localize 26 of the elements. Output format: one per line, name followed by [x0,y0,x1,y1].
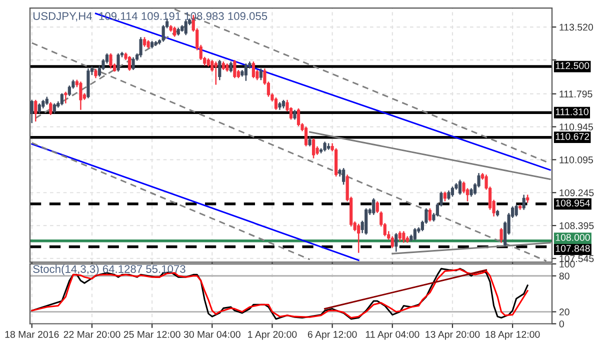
y-tick-label: 113.520 [560,24,593,31]
x-tick-label: 18 Mar 2016 [5,330,59,338]
x-tick-label: 11 Apr 04:00 [366,330,420,340]
y-tick-label: 110.095 [560,156,593,164]
ref-line-label: 108.000 [556,234,590,241]
x-tick-label: 6 Apr 12:00 [308,330,357,340]
chart-title: Stoch(14,3,3) 64.1287 55.1073 [33,264,186,276]
y-tick-label: 111.795 [560,90,592,98]
x-tick-label: 22 Mar 20:00 [64,330,120,338]
y-tick-label: 108.395 [560,222,594,230]
ref-line-label: 111.310 [556,108,588,116]
ref-line-label: 112.500 [556,62,590,70]
ref-line-label: 110.672 [556,133,590,140]
x-tick-label: 1 Apr 20:00 [248,330,297,340]
x-tick-label: 25 Mar 12:00 [124,330,180,338]
x-tick-label: 30 Mar 04:00 [184,330,240,338]
y-tick-label: 80 [559,272,570,280]
x-tick-label: 13 Apr 20:00 [426,330,480,340]
y-tick-label: 109.245 [560,189,594,196]
y-tick-label: 20 [559,308,570,316]
x-tick-label: 18 Apr 12:00 [486,330,540,340]
ref-line-label: 107.848 [556,245,590,252]
y-tick-label: 107.545 [560,255,594,262]
y-tick-label: 110.945 [560,124,593,130]
y-tick-label: 0 [559,320,564,328]
ref-line-label: 108.954 [556,200,590,207]
